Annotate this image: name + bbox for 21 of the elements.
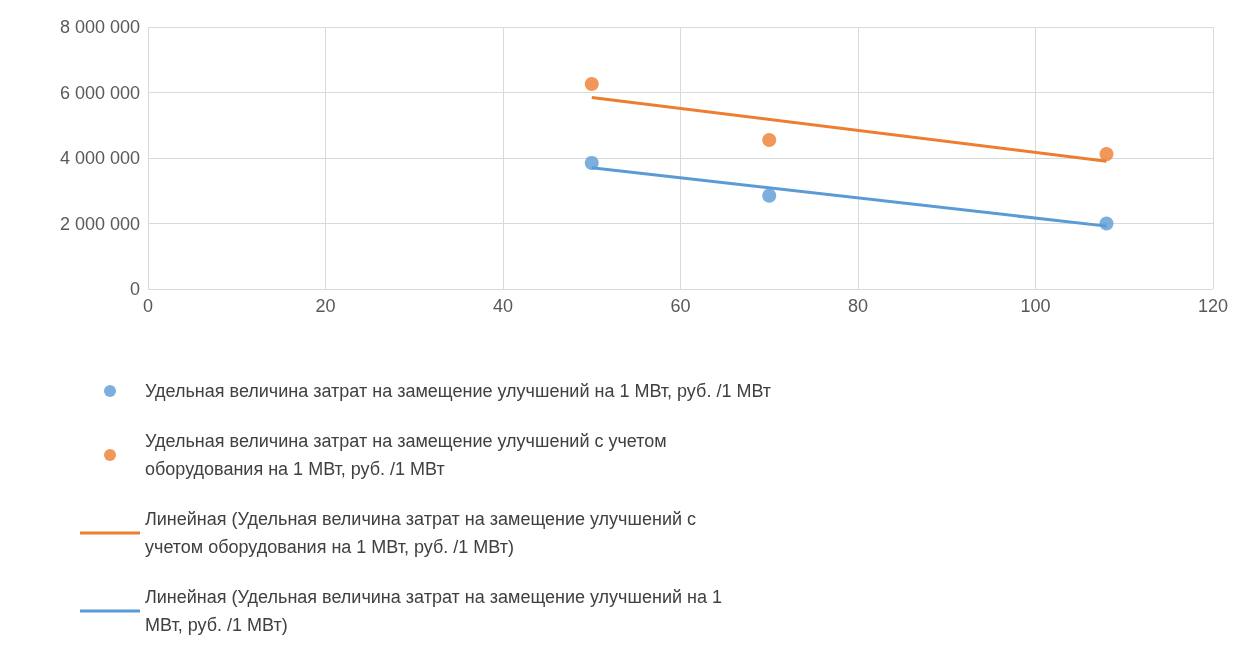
x-tick-label: 120 (1197, 296, 1229, 316)
point (584, 76, 599, 91)
x-tick-label: 20 (315, 296, 336, 316)
y-tick-label: 4 000 000 (59, 148, 140, 168)
x-tick-label: 100 (1020, 296, 1051, 316)
point (762, 188, 777, 203)
point (584, 155, 599, 170)
x-tick-label: 80 (847, 296, 869, 316)
legend-label: Удельная величина затрат на замещение улучшений с учетом оборудования на 1 МВт, руб. /1 МВт (145, 431, 672, 479)
legend-label: Линейная (Удельная величина затрат на замещение улучшений с учетом оборудования на 1 МВт, руб. /1 МВт) (145, 509, 702, 557)
x-tick-label: 60 (670, 296, 691, 316)
y-tick-label: 8 000 000 (59, 17, 140, 37)
y-tick-label: 0 (129, 279, 140, 299)
x-tick-label: 40 (492, 296, 514, 316)
legend-label: Удельная величина затрат на замещение улучшений на 1 МВт, руб. /1 МВт (145, 381, 772, 401)
point (1099, 147, 1114, 162)
y-tick-label: 6 000 000 (59, 82, 140, 103)
y-tick-label: 2 000 000 (59, 213, 140, 234)
legend-label: Линейная (Удельная величина затрат на замещение улучшений на 1 МВт, руб. /1 МВт) (145, 587, 727, 635)
point (762, 132, 777, 147)
x-tick-label: 0 (142, 296, 154, 316)
